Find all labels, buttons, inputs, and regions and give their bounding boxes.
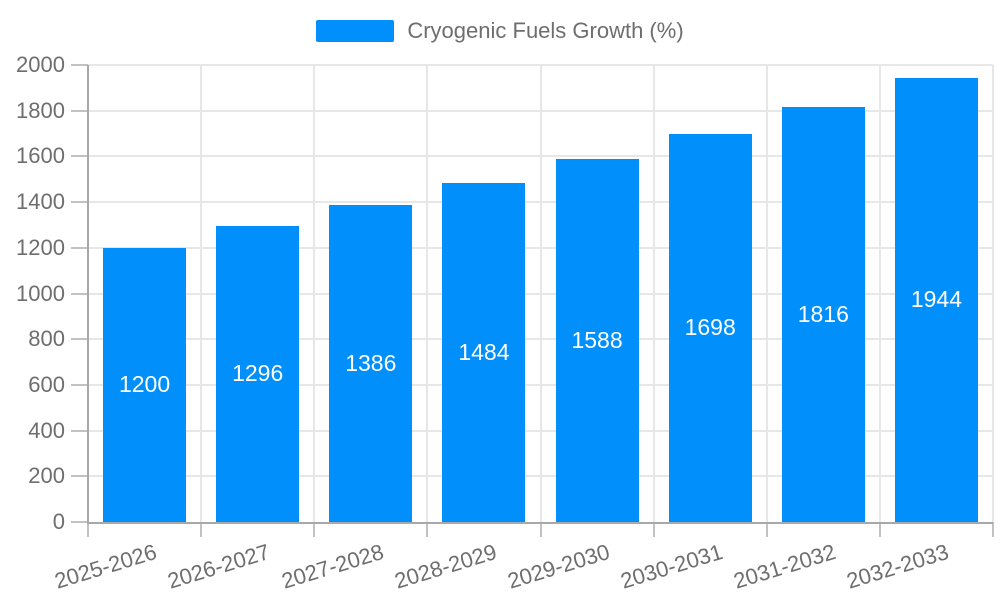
bar-value-label: 1698 [684, 314, 736, 341]
y-axis-line [87, 65, 89, 522]
y-tick [71, 338, 88, 341]
x-gridline [765, 65, 768, 522]
x-gridline [200, 65, 203, 522]
y-tick [71, 155, 88, 158]
y-tick [71, 521, 88, 523]
x-tick [878, 522, 881, 537]
x-tick [992, 522, 994, 537]
x-gridline [992, 65, 994, 522]
x-gridline [539, 65, 542, 522]
y-tick-label: 1000 [16, 280, 65, 306]
bar[interactable]: 1588 [555, 159, 639, 522]
x-tick [426, 522, 429, 537]
y-tick [71, 109, 88, 112]
y-tick [71, 246, 88, 249]
bar-value-label: 1200 [118, 371, 171, 398]
legend-label: Cryogenic Fuels Growth (%) [407, 18, 684, 43]
bar-value-label: 1588 [571, 327, 623, 354]
bar[interactable]: 1296 [216, 225, 300, 522]
y-tick-label: 1800 [16, 97, 65, 123]
x-tick-label: 2032-2033 [843, 539, 952, 594]
x-axis-line [87, 522, 993, 524]
x-tick-label: 2028-2029 [391, 539, 500, 594]
y-tick [71, 475, 88, 478]
bar[interactable]: 1200 [103, 247, 187, 522]
y-tick-label: 400 [28, 417, 65, 443]
y-tick [71, 429, 88, 432]
y-tick-label: 1600 [16, 143, 65, 169]
y-tick-label: 800 [28, 326, 65, 352]
bar-value-label: 1296 [232, 360, 284, 387]
x-tick-label: 2031-2032 [730, 539, 839, 594]
y-tick [71, 64, 88, 66]
legend[interactable]: Cryogenic Fuels Growth (%) [0, 18, 1000, 44]
y-tick [71, 383, 88, 386]
x-tick-label: 2027-2028 [278, 539, 387, 594]
x-gridline [878, 65, 881, 522]
y-tick-label: 0 [52, 509, 65, 534]
y-tick-label: 1400 [16, 189, 65, 215]
x-tick-label: 2026-2027 [165, 539, 273, 594]
bar[interactable]: 1484 [442, 182, 526, 522]
y-tick-label: 1200 [16, 234, 65, 260]
bar-value-label: 1944 [910, 286, 963, 313]
y-tick-label: 200 [28, 463, 65, 489]
bar-value-label: 1816 [797, 301, 849, 327]
x-tick-label: 2025-2026 [51, 539, 160, 594]
x-tick [765, 522, 768, 537]
bar[interactable]: 1386 [329, 205, 413, 522]
y-tick [71, 292, 88, 295]
y-tick-label: 2000 [16, 52, 65, 77]
x-tick [87, 522, 89, 537]
bar-value-label: 1484 [458, 338, 510, 365]
bar-value-label: 1386 [345, 350, 397, 377]
x-gridline [313, 65, 316, 522]
x-tick [539, 522, 542, 537]
y-tick-label: 600 [28, 371, 65, 397]
x-tick [313, 522, 316, 537]
bar[interactable]: 1944 [894, 77, 978, 522]
x-gridline [652, 65, 655, 522]
legend-swatch [316, 20, 395, 42]
bar[interactable]: 1816 [781, 107, 865, 522]
x-tick-label: 2029-2030 [504, 539, 613, 594]
x-tick [200, 522, 203, 537]
x-gridline [426, 65, 429, 522]
y-tick [71, 201, 88, 204]
x-tick [652, 522, 655, 537]
bar[interactable]: 1698 [668, 134, 752, 522]
x-tick-label: 2030-2031 [617, 539, 726, 594]
